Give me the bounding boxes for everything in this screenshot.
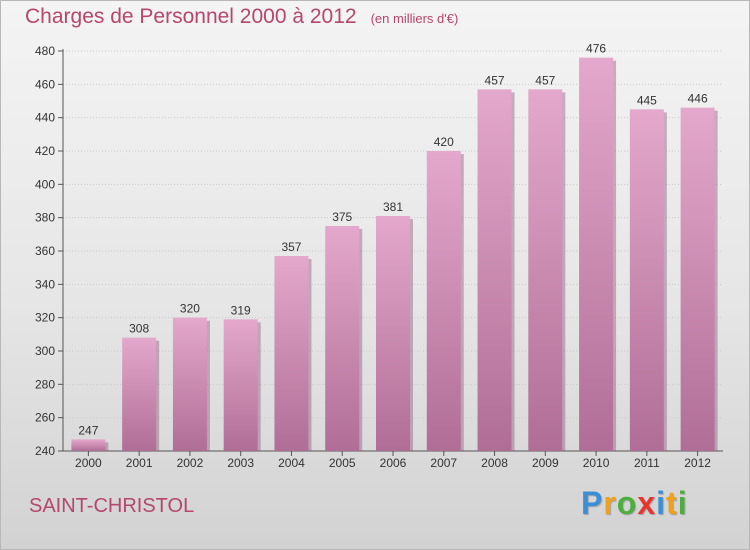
y-tick-label: 280 [35,377,55,391]
data-label: 320 [180,302,200,316]
bar [223,319,258,451]
x-tick-label: 2004 [278,456,305,470]
data-label: 375 [332,210,352,224]
y-tick-label: 460 [35,77,55,91]
chart-title: Charges de Personnel 2000 à 2012 [25,5,357,28]
y-tick-label: 440 [35,111,55,125]
x-tick-label: 2003 [227,456,254,470]
data-label: 457 [485,73,505,87]
x-tick-label: 2007 [430,456,457,470]
y-tick-label: 340 [35,277,55,291]
data-label: 446 [688,92,708,106]
data-label: 457 [535,73,555,87]
x-tick-label: 2000 [75,456,102,470]
data-label: 445 [637,93,657,107]
y-tick-label: 260 [35,411,55,425]
logo-letter: x [637,485,657,521]
data-label: 381 [383,200,403,214]
data-label: 476 [586,42,606,56]
chart-subtitle: (en milliers d'€) [370,11,459,26]
x-tick-label: 2011 [634,456,660,470]
x-tick-label: 2001 [126,456,153,470]
y-tick-label: 400 [35,177,55,191]
x-tick-label: 2008 [481,456,508,470]
bar [629,109,664,451]
x-tick-label: 2002 [177,456,204,470]
data-label: 357 [281,240,301,254]
data-label: 319 [231,303,251,317]
data-label: 420 [434,135,454,149]
y-tick-label: 420 [35,144,55,158]
y-tick-label: 300 [35,344,55,358]
bar [579,57,614,452]
x-tick-label: 2006 [380,456,407,470]
bar [528,89,563,451]
bar [172,317,207,451]
bar [376,216,410,451]
bar [426,151,461,451]
x-tick-label: 2009 [532,456,559,470]
bar [274,256,309,451]
bar [477,89,512,451]
proxiti-logo: Proxiti [581,485,688,522]
title-row: Charges de Personnel 2000 à 2012 (en mill… [25,5,458,29]
bar [71,439,106,451]
y-tick-label: 360 [35,244,55,258]
logo-letter: r [603,485,617,521]
logo-letter: t [666,485,678,521]
bar [680,107,715,452]
y-tick-label: 320 [35,311,55,325]
x-tick-label: 2012 [684,456,711,470]
y-tick-label: 480 [35,44,55,58]
data-label: 308 [129,322,149,336]
data-label: 247 [78,423,98,437]
logo-letter: o [616,485,638,521]
bar [325,226,360,451]
x-tick-label: 2010 [583,456,610,470]
y-tick-label: 240 [35,444,55,458]
logo-letter: i [677,485,688,521]
logo-letter: P [581,485,604,521]
y-tick-label: 380 [35,211,55,225]
commune-name: SAINT-CHRISTOL [29,495,195,517]
bar [122,337,157,451]
x-tick-label: 2005 [329,456,356,470]
logo-letter: i [656,485,667,521]
